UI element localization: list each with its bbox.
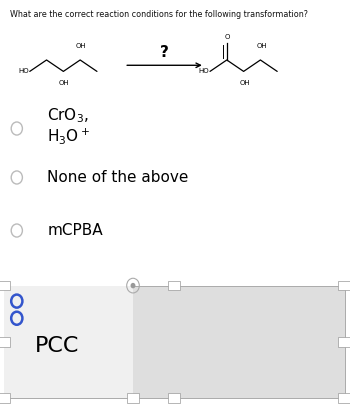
Text: OH: OH: [59, 80, 70, 86]
Text: HO: HO: [199, 68, 209, 73]
Text: PCC: PCC: [35, 336, 79, 356]
Text: OH: OH: [239, 80, 250, 86]
Bar: [168, 281, 181, 290]
Text: mCPBA: mCPBA: [47, 223, 103, 238]
Text: CrO$_3$,: CrO$_3$,: [47, 106, 89, 125]
Bar: [0, 337, 10, 347]
Bar: [338, 393, 350, 403]
Circle shape: [131, 284, 135, 288]
Bar: [168, 393, 181, 403]
Text: None of the above: None of the above: [47, 170, 189, 185]
Text: HO: HO: [19, 68, 29, 73]
Text: O: O: [224, 34, 230, 40]
Bar: [0, 393, 10, 403]
Text: ?: ?: [160, 45, 169, 60]
Bar: [338, 337, 350, 347]
Text: OH: OH: [256, 42, 267, 49]
Bar: [4, 286, 133, 398]
Text: What are the correct reaction conditions for the following transformation?: What are the correct reaction conditions…: [10, 10, 308, 19]
Text: OH: OH: [76, 42, 86, 49]
Bar: [127, 393, 139, 403]
Bar: [4, 286, 345, 398]
Bar: [0, 281, 10, 290]
Bar: [338, 281, 350, 290]
Text: H$_3$O$^+$: H$_3$O$^+$: [47, 126, 90, 146]
